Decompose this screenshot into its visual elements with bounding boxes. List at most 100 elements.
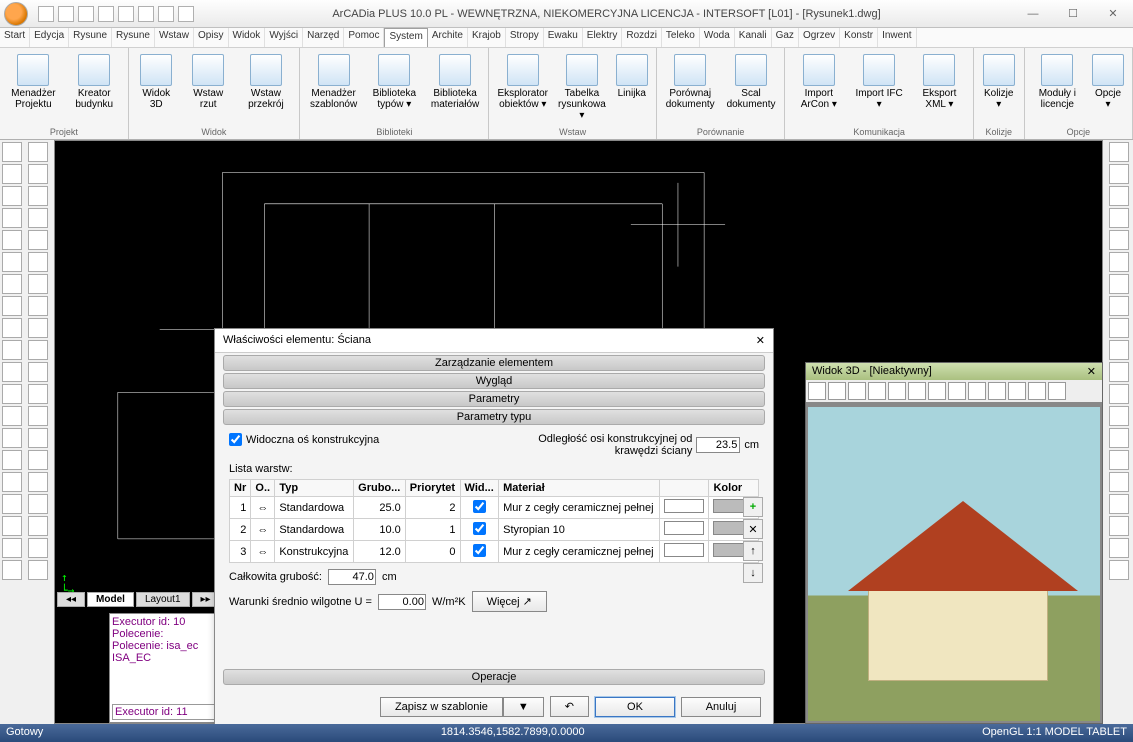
maximize-button[interactable]: ☐ [1053,3,1093,25]
move-up-button[interactable]: ↑ [743,541,763,561]
tool-btn[interactable] [1109,318,1129,338]
tool-btn[interactable] [2,516,22,536]
ribbon-button[interactable]: Wstaw przekrój [239,52,294,112]
tool-btn[interactable] [28,494,48,514]
ribbon-button[interactable]: Moduły i licencje [1031,52,1084,112]
menu-narzęd[interactable]: Narzęd [303,28,344,47]
tool-btn[interactable] [28,560,48,580]
column-header[interactable]: Kolor [709,480,759,497]
undo-button[interactable]: ↶ [550,696,589,717]
tool-btn[interactable] [2,428,22,448]
tool-btn[interactable] [2,186,22,206]
tool-btn[interactable] [1109,384,1129,404]
tool-btn[interactable] [2,560,22,580]
qat-btn[interactable] [98,6,114,22]
tool-btn[interactable] [28,230,48,250]
tool-btn[interactable] [2,230,22,250]
section-header[interactable]: Parametry typu [223,409,765,425]
dialog-close-icon[interactable]: ✕ [756,334,765,347]
qat-btn[interactable] [178,6,194,22]
menu-edycja[interactable]: Edycja [30,28,69,47]
section-header[interactable]: Parametry [223,391,765,407]
ribbon-button[interactable]: Eksport XML ▾ [912,52,967,112]
tb-btn[interactable] [868,382,886,400]
column-header[interactable]: Wid... [460,480,499,497]
move-down-button[interactable]: ↓ [743,563,763,583]
tb-btn[interactable] [1008,382,1026,400]
tab-layout1[interactable]: Layout1 [136,592,190,607]
tool-btn[interactable] [28,142,48,162]
total-thickness-input[interactable] [328,569,376,585]
column-header[interactable] [660,480,709,497]
tool-btn[interactable] [2,208,22,228]
ribbon-button[interactable]: Scal dokumenty [724,52,779,112]
tool-btn[interactable] [2,406,22,426]
menu-gaz[interactable]: Gaz [772,28,799,47]
tool-btn[interactable] [28,164,48,184]
menu-konstr[interactable]: Konstr [840,28,878,47]
cancel-button[interactable]: Anuluj [681,697,761,717]
remove-layer-button[interactable]: ✕ [743,519,763,539]
tool-btn[interactable] [1109,362,1129,382]
tb-btn[interactable] [928,382,946,400]
ribbon-button[interactable]: Wstaw rzut [184,52,233,112]
menu-woda[interactable]: Woda [700,28,735,47]
tool-btn[interactable] [28,296,48,316]
save-template-dropdown[interactable]: ▼ [503,697,544,717]
tool-btn[interactable] [28,274,48,294]
tool-btn[interactable] [28,340,48,360]
minimize-button[interactable]: — [1013,3,1053,25]
tool-btn[interactable] [28,252,48,272]
tool-btn[interactable] [1109,142,1129,162]
menu-system[interactable]: System [384,28,427,47]
column-header[interactable]: Materiał [499,480,660,497]
menu-inwent[interactable]: Inwent [878,28,916,47]
tool-btn[interactable] [1109,340,1129,360]
tool-btn[interactable] [1109,252,1129,272]
tool-btn[interactable] [1109,406,1129,426]
menu-rozdzi[interactable]: Rozdzi [622,28,662,47]
tb-btn[interactable] [968,382,986,400]
column-header[interactable]: Priorytet [405,480,460,497]
qat-btn[interactable] [118,6,134,22]
tool-btn[interactable] [28,208,48,228]
tool-btn[interactable] [1109,494,1129,514]
tb-btn[interactable] [988,382,1006,400]
column-header[interactable]: Typ [275,480,354,497]
color-swatch[interactable] [664,499,704,513]
tool-btn[interactable] [1109,472,1129,492]
visible-axis-checkbox[interactable]: Widoczna oś konstrukcyjna [229,433,379,446]
tool-btn[interactable] [1109,450,1129,470]
menu-teleko[interactable]: Teleko [662,28,700,47]
ribbon-button[interactable]: Eksplorator obiektów ▾ [495,52,550,112]
ribbon-button[interactable]: Opcje ▾ [1090,52,1126,112]
tb-btn[interactable] [808,382,826,400]
section-header[interactable]: Wygląd [223,373,765,389]
color-swatch[interactable] [664,521,704,535]
tool-btn[interactable] [2,362,22,382]
u-value-input[interactable] [378,594,426,610]
tool-btn[interactable] [28,472,48,492]
menu-archite[interactable]: Archite [428,28,468,47]
menu-opisy[interactable]: Opisy [194,28,229,47]
ribbon-button[interactable]: Biblioteka materiałów [428,52,483,112]
tool-btn[interactable] [2,384,22,404]
tool-btn[interactable] [1109,516,1129,536]
tool-btn[interactable] [1109,208,1129,228]
qat-btn[interactable] [58,6,74,22]
tool-btn[interactable] [2,494,22,514]
save-template-button[interactable]: Zapisz w szablonie [380,697,503,717]
color-swatch[interactable] [664,543,704,557]
visibility-checkbox[interactable] [473,500,486,513]
tool-btn[interactable] [28,406,48,426]
menu-widok[interactable]: Widok [229,28,266,47]
tool-btn[interactable] [1109,296,1129,316]
qat-btn[interactable] [78,6,94,22]
tool-btn[interactable] [28,428,48,448]
tb-btn[interactable] [1028,382,1046,400]
ribbon-button[interactable]: Menadżer szablonów [306,52,361,112]
ribbon-button[interactable]: Menadżer Projektu [6,52,61,112]
table-row[interactable]: 3⇔Konstrukcyjna12.00Mur z cegły ceramicz… [230,541,759,563]
more-button[interactable]: Więcej ↗ [472,591,547,612]
tool-btn[interactable] [2,340,22,360]
